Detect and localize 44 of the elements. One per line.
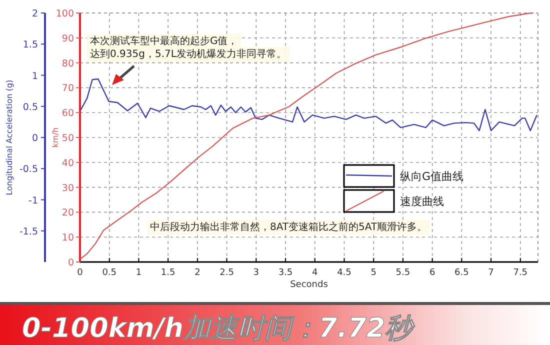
y-tick-label: 90 bbox=[62, 33, 74, 44]
y-tick-label: 40 bbox=[62, 158, 74, 169]
x-tick-label: 5.5 bbox=[396, 268, 410, 278]
annotation: 达到0.935g，5.7L发动机爆发力非同寻常。 bbox=[90, 48, 286, 60]
annotation: 中后段动力输出非常自然，8AT变速箱比之前的5AT顺滑许多。 bbox=[150, 221, 428, 233]
y-tick-label: 60 bbox=[62, 108, 74, 120]
x-tick-label: 5 bbox=[370, 268, 376, 278]
x-tick-label: 4 bbox=[312, 268, 318, 278]
y2-tick-label: 1.5 bbox=[22, 40, 38, 51]
y-tick-label: 80 bbox=[62, 58, 74, 70]
legend-label: 纵向G值曲线 bbox=[400, 170, 464, 183]
y-tick-label: 20 bbox=[62, 208, 74, 219]
x-tick-label: 7.5 bbox=[513, 268, 528, 278]
y2-tick-label: 0 bbox=[32, 133, 38, 144]
y2-tick-label: 0.5 bbox=[22, 102, 38, 113]
x-tick-label: 3 bbox=[253, 268, 260, 278]
x-tick-label: 2 bbox=[194, 268, 200, 278]
x-tick-label: 1 bbox=[136, 268, 142, 278]
x-tick-label: 7 bbox=[488, 268, 494, 278]
y2-tick-label: -0.5 bbox=[19, 164, 38, 176]
x-tick-label: 3.5 bbox=[278, 268, 293, 278]
legend-label: 速度曲线 bbox=[400, 195, 444, 208]
y-tick-label: 10 bbox=[62, 232, 74, 244]
y2-tick-label: 2 bbox=[32, 8, 38, 20]
x-tick-label: 6 bbox=[429, 268, 436, 278]
text: 0-100km/h加速时间：7.72秒 bbox=[22, 313, 416, 344]
x-tick-label: 4.5 bbox=[337, 268, 352, 278]
y2-tick-label: -1 bbox=[28, 195, 38, 206]
x-tick-label: 0 bbox=[77, 268, 84, 278]
x-tick-label: 2.5 bbox=[220, 268, 234, 278]
y-tick-label: 100 bbox=[56, 8, 74, 20]
x-tick-label: 6.5 bbox=[454, 268, 469, 278]
y-tick-label: 30 bbox=[62, 182, 74, 194]
y2-axis-title: Longitudinal Acceleration (g) bbox=[5, 80, 14, 196]
y2-tick-label: 1 bbox=[32, 70, 38, 82]
x-tick-label: 0.5 bbox=[102, 268, 117, 278]
y-tick-label: 50 bbox=[62, 133, 74, 144]
y2-tick-label: -1.5 bbox=[19, 226, 38, 238]
x-tick-label: 1.5 bbox=[160, 268, 176, 278]
y-tick-label: 0 bbox=[68, 258, 74, 268]
y-tick-label: 70 bbox=[62, 83, 74, 94]
y-axis-title: km/h bbox=[51, 127, 60, 148]
annotation: 本次测试车型中最高的起步G值， bbox=[90, 35, 238, 47]
x-axis-title: Seconds bbox=[290, 280, 328, 290]
